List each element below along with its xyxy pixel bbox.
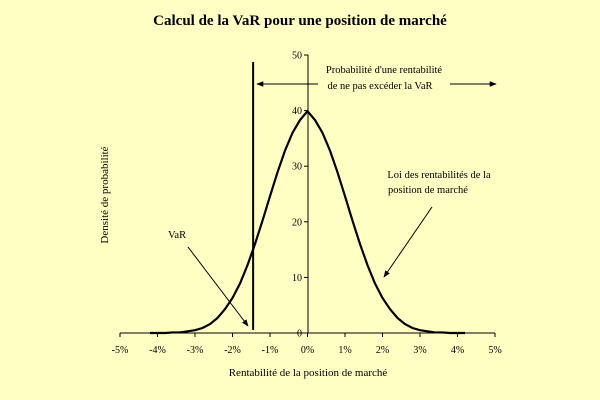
law-arrow bbox=[383, 206, 433, 278]
x-tick-label: -5% bbox=[112, 345, 129, 356]
x-tick-label: 1% bbox=[338, 345, 351, 356]
y-tick-label: 10 bbox=[292, 273, 302, 284]
y-tick-label: 50 bbox=[292, 51, 302, 62]
x-tick-label: 5% bbox=[488, 345, 501, 356]
x-tick-label: -3% bbox=[187, 345, 204, 356]
x-tick-label: 2% bbox=[376, 345, 389, 356]
x-tick-label: -2% bbox=[224, 345, 241, 356]
chart-title: Calcul de la VaR pour une position de ma… bbox=[153, 13, 447, 29]
density-curve bbox=[150, 109, 465, 335]
y-tick-label: 40 bbox=[292, 106, 302, 117]
x-tick-label: -1% bbox=[262, 345, 279, 356]
y-tick-group: 0 10 20 30 40 50 bbox=[292, 51, 308, 340]
y-tick-label: 0 bbox=[297, 329, 302, 340]
x-tick-group: -5% -4% -3% -2% -1% 0% 1% 2% 3% 4% 5% bbox=[112, 333, 502, 356]
probability-label-line2: de ne pas excéder la VaR bbox=[327, 81, 432, 92]
probability-label-line1: Probabilité d'une rentabilité bbox=[326, 65, 443, 76]
x-axis-label: Rentabilité de la position de marché bbox=[229, 367, 388, 379]
var-label: VaR bbox=[168, 230, 186, 241]
y-tick-label: 20 bbox=[292, 217, 302, 228]
y-axis-label: Densité de probabilité bbox=[99, 146, 111, 243]
law-label-line1: Loi des rentabilités de la bbox=[387, 170, 491, 181]
x-tick-label: -4% bbox=[149, 345, 166, 356]
law-label-line2: position de marché bbox=[388, 185, 468, 196]
var-arrow bbox=[187, 246, 249, 327]
x-tick-label: 3% bbox=[413, 345, 426, 356]
x-tick-label: 0% bbox=[301, 345, 314, 356]
x-tick-label: 4% bbox=[451, 345, 464, 356]
y-tick-label: 30 bbox=[292, 162, 302, 173]
